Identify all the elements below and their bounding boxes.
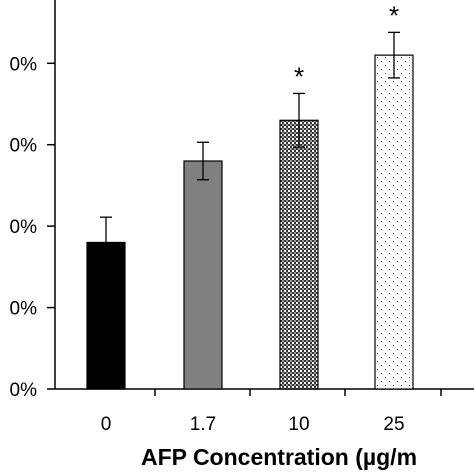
x-tick-label: 1.7	[190, 414, 216, 435]
bar	[279, 119, 319, 390]
y-tick-label: 0%	[10, 217, 38, 238]
x-axis-title: AFP Concentration (µg/m	[141, 444, 417, 470]
significance-marker: *	[389, 0, 399, 30]
plot-area: 0% 0% 0% 0% 0% 0 1.7 * 10 * 25	[10, 0, 474, 435]
y-tick-label: 0%	[10, 54, 38, 75]
bar	[183, 160, 223, 390]
y-tick-label: 0%	[10, 380, 38, 401]
x-tick-label: 0	[101, 414, 112, 435]
x-tick-label: 10	[288, 414, 309, 435]
bar	[374, 54, 414, 390]
x-tick-label: 25	[383, 414, 404, 435]
y-tick-label: 0%	[10, 299, 38, 320]
significance-marker: *	[294, 61, 304, 91]
y-tick-label: 0%	[10, 136, 38, 157]
